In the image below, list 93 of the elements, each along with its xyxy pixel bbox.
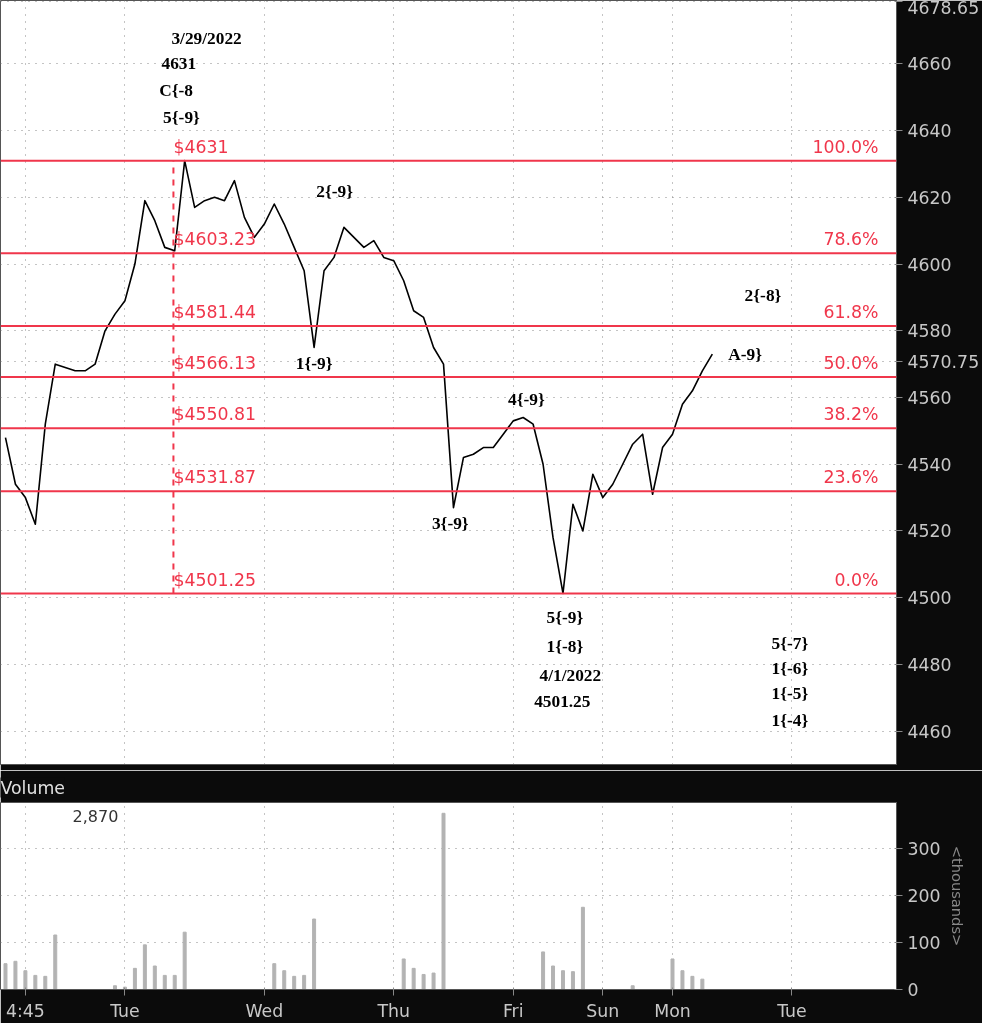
ref-line-label: $4550.81	[173, 404, 257, 425]
annotation: 2{-9}	[316, 182, 354, 201]
y-tick-label: 4678.65	[907, 0, 980, 18]
bar	[421, 973, 426, 990]
y-tick-label: 4460	[907, 721, 952, 742]
bar	[302, 974, 307, 990]
annotation: 1{-9}	[295, 353, 333, 373]
bar	[700, 978, 705, 990]
y-tick-label: 4520	[907, 521, 952, 542]
y-tick-label: 4620	[907, 187, 952, 208]
annotation: 3/29/2022	[171, 29, 242, 49]
y-tick-label: 4560	[907, 388, 952, 409]
annotation: C{-8	[159, 81, 194, 101]
x-tick-label: Sun	[586, 1000, 620, 1021]
y-tick-label: 200	[907, 886, 941, 907]
bar	[670, 958, 675, 990]
bar	[580, 906, 585, 990]
bar	[172, 974, 177, 990]
annotation: 5{-7}	[771, 633, 809, 653]
x-tick-label: Fri	[502, 1000, 524, 1021]
bar	[441, 812, 446, 990]
bar	[312, 918, 317, 990]
bar	[132, 967, 137, 990]
bar	[551, 965, 556, 990]
bar	[113, 985, 117, 990]
bar	[182, 931, 187, 990]
ref-line-label: $4501.25	[173, 569, 257, 590]
bar	[142, 944, 147, 990]
annotation: 1{-8}	[546, 637, 584, 657]
annotation: 61.8%	[823, 301, 879, 322]
annotation: 1{-4}	[771, 710, 809, 730]
annotation: 38.2%	[823, 404, 879, 425]
annotation: 2{-8}	[744, 285, 782, 305]
y-tick-label: 300	[907, 839, 941, 860]
y-tick-label: 4500	[907, 588, 952, 609]
annotation: 4501.25	[534, 691, 591, 711]
bar	[162, 974, 167, 990]
x-tick-label: Thu	[376, 1000, 411, 1021]
y-tick-label: 4480	[907, 654, 952, 675]
ref-line-label: $4631	[173, 136, 229, 157]
ref-line-label: $4531.87	[173, 467, 257, 488]
annotation: 23.6%	[823, 467, 879, 488]
bar	[431, 972, 436, 990]
bar	[33, 974, 38, 990]
bar	[53, 934, 58, 990]
y-tick-label: 4660	[907, 54, 952, 75]
bar	[272, 963, 277, 990]
annotation: 5{-9}	[546, 608, 584, 628]
annotation: 4{-9}	[508, 389, 545, 409]
ref-line-label: $4581.44	[173, 301, 257, 322]
annotation: 78.6%	[823, 229, 879, 250]
annotation: 100.0%	[812, 136, 879, 157]
x-tick-label: 4:45	[5, 1000, 45, 1021]
x-tick-label: Tue	[776, 1000, 807, 1021]
bar	[411, 967, 416, 990]
y-tick-label: 4640	[907, 121, 952, 142]
annotation: 3{-9}	[431, 513, 469, 533]
chart-title: Volume	[0, 777, 65, 798]
y-tick-label: 100	[907, 933, 941, 954]
bar	[561, 970, 565, 990]
bar	[3, 963, 8, 990]
bar	[13, 960, 18, 990]
y-axis-title: <thousands>	[948, 845, 966, 947]
bar	[292, 975, 297, 990]
bar	[570, 971, 575, 990]
bar	[630, 985, 635, 990]
x-tick-label: Wed	[245, 1000, 284, 1021]
bar	[690, 975, 695, 990]
x-tick-label: Mon	[654, 1000, 691, 1021]
bar	[282, 970, 287, 990]
y-tick-label: 4570.75	[907, 352, 980, 373]
bar	[680, 970, 685, 990]
bar	[23, 970, 28, 990]
y-tick-label: 0	[907, 980, 919, 1000]
annotation: 5{-9}	[163, 107, 201, 127]
x-tick-label: Tue	[109, 1000, 140, 1021]
annotation: 1{-5}	[771, 683, 809, 703]
line-series	[4, 159, 714, 595]
bar	[541, 951, 546, 990]
annotation: A-9}	[728, 345, 763, 365]
bar	[152, 965, 157, 990]
y-tick-label: 4580	[907, 321, 952, 342]
annotation: 1{-6}	[771, 658, 809, 678]
bar	[401, 958, 406, 990]
bar	[43, 975, 48, 990]
y-tick-label: 4540	[907, 454, 952, 475]
annotation: 2,870	[72, 806, 119, 826]
annotation: 50.0%	[823, 353, 879, 374]
y-tick-label: 4600	[907, 254, 952, 275]
annotation: 4631	[161, 53, 197, 73]
annotation: 0.0%	[834, 569, 879, 590]
ref-line-label: $4566.13	[173, 353, 257, 374]
annotation: 4/1/2022	[539, 666, 602, 686]
